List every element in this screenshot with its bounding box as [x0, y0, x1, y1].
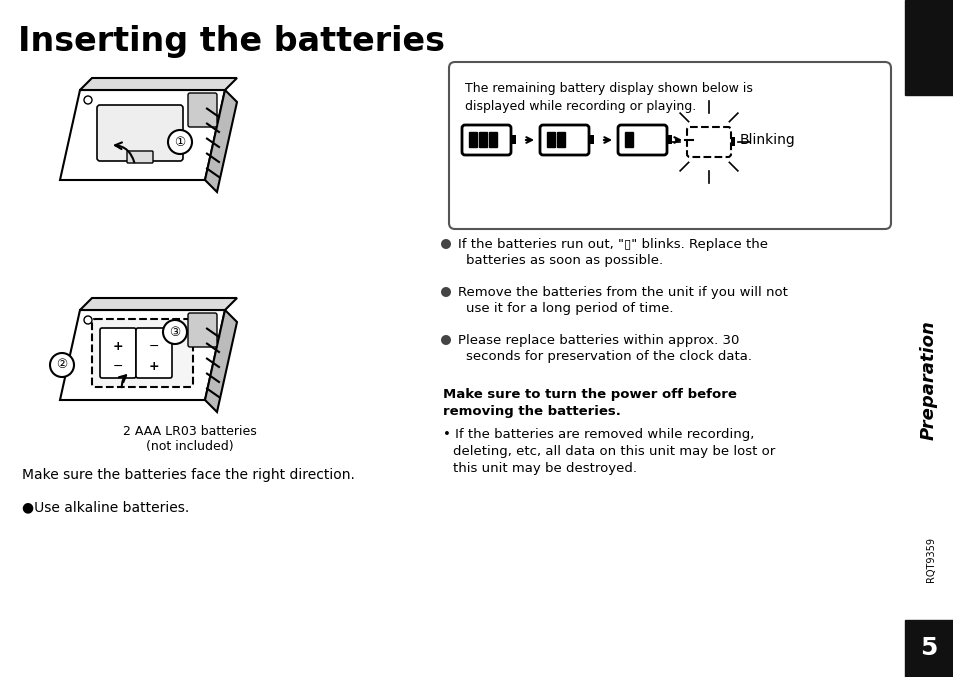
Bar [730, 137, 734, 146]
FancyBboxPatch shape [127, 151, 152, 163]
Circle shape [84, 316, 91, 324]
Bar [557, 132, 564, 147]
FancyBboxPatch shape [136, 328, 172, 378]
FancyArrowPatch shape [115, 142, 134, 162]
Text: batteries as soon as possible.: batteries as soon as possible. [465, 254, 662, 267]
Circle shape [84, 96, 91, 104]
Bar [624, 132, 633, 147]
Bar [588, 135, 594, 144]
Polygon shape [60, 310, 225, 400]
Text: −: − [149, 339, 159, 353]
Text: +: + [149, 359, 159, 372]
FancyBboxPatch shape [618, 125, 666, 155]
Text: The remaining battery display shown below is: The remaining battery display shown belo… [464, 82, 752, 95]
Text: removing the batteries.: removing the batteries. [442, 405, 620, 418]
Text: displayed while recording or playing.: displayed while recording or playing. [464, 100, 696, 113]
Bar [478, 132, 486, 147]
Text: RQT9359: RQT9359 [925, 538, 935, 582]
Text: deleting, etc, all data on this unit may be lost or: deleting, etc, all data on this unit may… [453, 445, 775, 458]
Text: Please replace batteries within approx. 30: Please replace batteries within approx. … [457, 334, 739, 347]
FancyBboxPatch shape [461, 125, 511, 155]
Text: ●Use alkaline batteries.: ●Use alkaline batteries. [22, 500, 189, 514]
Polygon shape [205, 90, 236, 192]
Text: seconds for preservation of the clock data.: seconds for preservation of the clock da… [465, 350, 751, 363]
Text: ②: ② [56, 359, 68, 372]
Text: Preparation: Preparation [919, 320, 937, 440]
Text: If the batteries run out, "▯" blinks. Replace the: If the batteries run out, "▯" blinks. Re… [457, 238, 767, 251]
Text: (not included): (not included) [146, 440, 233, 453]
FancyBboxPatch shape [686, 127, 730, 157]
FancyBboxPatch shape [188, 313, 216, 347]
FancyBboxPatch shape [91, 319, 193, 387]
Bar [546, 132, 555, 147]
Polygon shape [60, 90, 225, 180]
Text: +: + [112, 339, 123, 353]
Polygon shape [80, 298, 236, 310]
Text: Make sure the batteries face the right direction.: Make sure the batteries face the right d… [22, 468, 355, 482]
Bar [511, 135, 516, 144]
Text: 2 AAA LR03 batteries: 2 AAA LR03 batteries [123, 425, 256, 438]
Polygon shape [205, 310, 236, 412]
Circle shape [440, 335, 451, 345]
Bar [904, 620, 953, 677]
FancyBboxPatch shape [188, 93, 216, 127]
Polygon shape [80, 78, 236, 90]
Text: ①: ① [174, 135, 186, 148]
Text: Make sure to turn the power off before: Make sure to turn the power off before [442, 388, 736, 401]
Bar [666, 135, 671, 144]
Bar [469, 132, 476, 147]
Text: ③: ③ [170, 326, 180, 338]
Circle shape [163, 320, 187, 344]
Text: Blinking: Blinking [740, 133, 795, 147]
Bar [904, 0, 953, 95]
Circle shape [168, 130, 192, 154]
Text: −: − [112, 359, 123, 372]
FancyBboxPatch shape [97, 105, 183, 161]
Text: use it for a long period of time.: use it for a long period of time. [465, 302, 673, 315]
Circle shape [440, 239, 451, 249]
Text: • If the batteries are removed while recording,: • If the batteries are removed while rec… [442, 428, 754, 441]
Circle shape [50, 353, 74, 377]
FancyBboxPatch shape [449, 62, 890, 229]
Text: Inserting the batteries: Inserting the batteries [18, 26, 444, 58]
Text: 5: 5 [920, 636, 937, 660]
Bar [489, 132, 497, 147]
Text: Remove the batteries from the unit if you will not: Remove the batteries from the unit if yo… [457, 286, 787, 299]
FancyBboxPatch shape [539, 125, 588, 155]
Circle shape [440, 287, 451, 297]
FancyBboxPatch shape [100, 328, 136, 378]
FancyArrowPatch shape [119, 375, 126, 387]
Text: this unit may be destroyed.: this unit may be destroyed. [453, 462, 637, 475]
